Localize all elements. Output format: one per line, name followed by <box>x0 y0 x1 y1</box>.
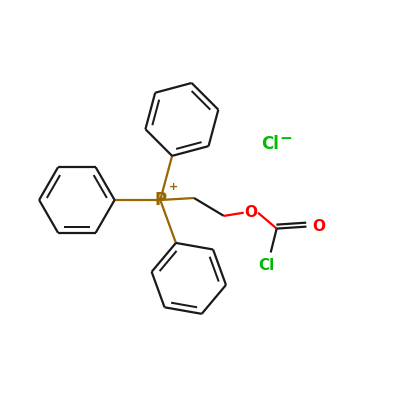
Text: Cl: Cl <box>262 135 280 153</box>
Text: O: O <box>312 219 326 234</box>
Text: Cl: Cl <box>259 258 275 273</box>
Text: P: P <box>154 191 166 209</box>
Text: +: + <box>169 182 178 192</box>
Text: O: O <box>244 205 257 220</box>
Text: −: − <box>280 131 292 146</box>
